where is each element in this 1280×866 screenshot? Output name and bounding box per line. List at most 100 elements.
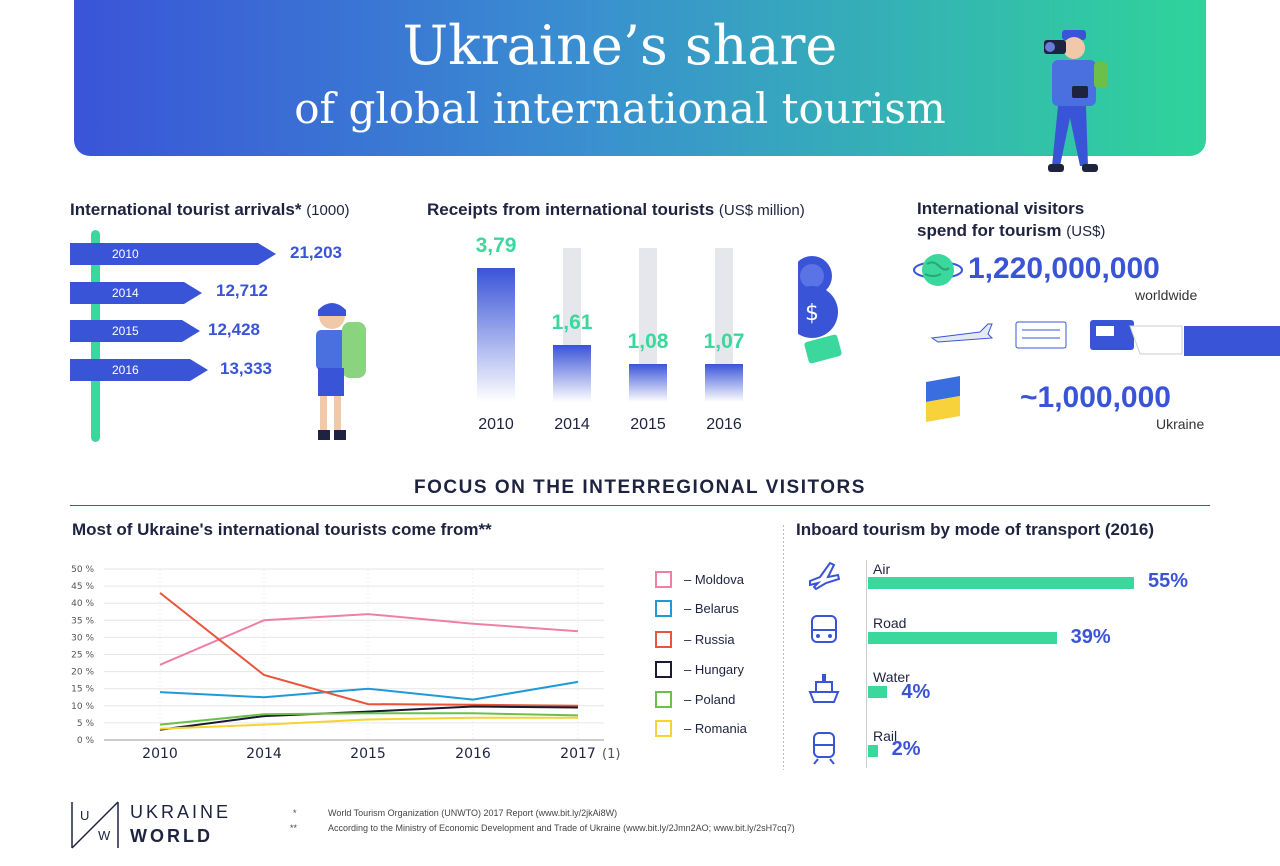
y-tick-label: 30 % [71, 633, 94, 643]
page-title-line1: Ukraine’s share [402, 14, 838, 77]
receipts-track-2016 [715, 248, 733, 402]
spend-title: International visitors spend for tourism… [917, 198, 1105, 243]
receipts-bar-2015 [629, 363, 667, 402]
receipts-value-label-2016: 1,07 [703, 330, 745, 354]
transport-label-air: Air [873, 561, 891, 577]
transport-bar-rail [868, 745, 878, 757]
logo-letter-w: W [98, 828, 111, 843]
transport-label-rail: Rail [873, 728, 898, 744]
footnote-2-mark: ** [290, 823, 298, 833]
y-tick-label: 20 % [71, 668, 94, 678]
x-tick-label: 2014 [246, 746, 282, 762]
legend-label-belarus: – Belarus [684, 601, 739, 616]
y-tick-label: 50 % [71, 565, 94, 575]
page-title-line2: of global international tourism [294, 84, 946, 133]
arrivals-sign-2015: 2015 [70, 320, 200, 342]
receipts-track-2015 [639, 248, 657, 402]
transport-title: Inboard tourism by mode of transport (20… [796, 520, 1154, 539]
y-tick-label: 45 % [71, 582, 94, 592]
transport-bar-road [868, 632, 1057, 644]
spend-unit: (US$) [1066, 223, 1106, 240]
arrivals-title-text: International tourist arrivals* [70, 200, 302, 219]
series-line-hungary [159, 705, 579, 731]
transport-axis [866, 560, 867, 768]
transport-label-road: Road [873, 615, 907, 631]
receipts-unit: (US$ million) [718, 202, 805, 219]
legend-swatch-belarus [655, 600, 672, 617]
series-line-russia [159, 592, 579, 707]
hiker-illustration [316, 303, 366, 440]
coins-illustration: $ [798, 256, 842, 364]
photographer-illustration [1044, 30, 1108, 172]
section-divider [783, 525, 784, 770]
legend-swatch-hungary [655, 661, 672, 678]
y-tick-label: 25 % [71, 651, 94, 661]
arrivals-sign-2016: 2016 [70, 359, 208, 381]
plane-icon [809, 561, 841, 591]
legend-label-romania: – Romania [684, 721, 747, 736]
footnote-1: World Tourism Organization (UNWTO) 2017 … [328, 808, 618, 818]
x-tick-label: 2010 [142, 746, 178, 762]
focus-divider [70, 505, 1210, 506]
transport-value-water: 4% [901, 681, 931, 703]
legend-label-moldova: – Moldova [684, 572, 744, 587]
transport-bar-water [868, 686, 888, 698]
spend-worldwide-label: worldwide [1135, 287, 1198, 303]
y-tick-label: 15 % [71, 685, 94, 695]
receipts-year-label-2014: 2014 [554, 416, 590, 433]
transport-value-road: 39% [1070, 626, 1111, 648]
legend-swatch-poland [655, 691, 672, 708]
receipts-year-label-2016: 2016 [706, 416, 742, 433]
spend-title-line2: spend for tourism [917, 221, 1062, 240]
arrivals-value-2016: 13,333 [220, 359, 272, 378]
series-line-belarus [159, 680, 579, 701]
arrivals-value-2014: 12,712 [216, 281, 268, 300]
spend-worldwide-value: 1,220,000,000 [968, 252, 1160, 285]
series-line-moldova [159, 613, 579, 666]
x-tick-note: (1) [602, 747, 620, 762]
transport-value-rail: 2% [891, 738, 921, 760]
arrivals-title: International tourist arrivals* (1000) [70, 200, 350, 220]
y-tick-label: 5 % [77, 719, 95, 729]
footnote-1-mark: * [293, 808, 297, 818]
ship-icon [808, 674, 840, 703]
bus-icon [811, 615, 837, 643]
receipts-bar-2014 [553, 345, 591, 402]
origins-title: Most of Ukraine's international tourists… [72, 520, 492, 539]
logo-text-ukraine: UKRAINE [130, 802, 232, 822]
receipts-bar-2010 [477, 268, 515, 402]
receipts-year-label-2015: 2015 [630, 416, 666, 433]
transport-value-air: 55% [1148, 570, 1189, 592]
y-tick-label: 0 % [77, 736, 95, 746]
legend-label-russia: – Russia [684, 632, 735, 647]
origins-line-chart: 0 % 5 % 10 % 15 % 20 % 25 % 30 % 35 % 40 % 45 % 50… [71, 565, 620, 762]
logo-letter-u: U [80, 808, 90, 823]
travel-illustration [930, 320, 1280, 356]
receipts-value-label-2010: 3,79 [475, 234, 517, 257]
receipts-value-label-2015: 1,08 [627, 329, 669, 353]
legend-swatch-romania [655, 720, 672, 737]
receipts-bar-2016 [705, 364, 743, 402]
legend-swatch-russia [655, 631, 672, 648]
legend-swatch-moldova [655, 571, 672, 588]
spend-ukraine-label: Ukraine [1156, 416, 1205, 432]
transport-bar-air [868, 577, 1134, 589]
spend-ukraine-value: ~1,000,000 [1020, 381, 1171, 414]
x-tick-label: 2015 [350, 746, 386, 762]
legend-label-hungary: – Hungary [684, 662, 744, 677]
arrivals-value-2015: 12,428 [208, 320, 260, 339]
y-tick-label: 10 % [71, 702, 94, 712]
arrivals-value-2010: 21,203 [290, 243, 342, 262]
spend-title-line1: International visitors [917, 199, 1085, 218]
focus-heading: FOCUS ON THE INTERREGIONAL VISITORS [414, 477, 866, 498]
globe-icon [913, 254, 963, 286]
x-tick-label: 2016 [455, 746, 491, 762]
footnote-2: According to the Ministry of Economic De… [328, 823, 795, 833]
receipts-year-label-2010: 2010 [478, 416, 514, 433]
series-line-romania [159, 716, 578, 730]
receipts-value-label-2014: 1,61 [551, 311, 593, 335]
receipts-title-text: Receipts from international tourists [427, 200, 715, 219]
header-banner [74, 0, 1206, 156]
series-line-poland [159, 712, 579, 726]
x-tick-label: 2017 [560, 746, 596, 762]
